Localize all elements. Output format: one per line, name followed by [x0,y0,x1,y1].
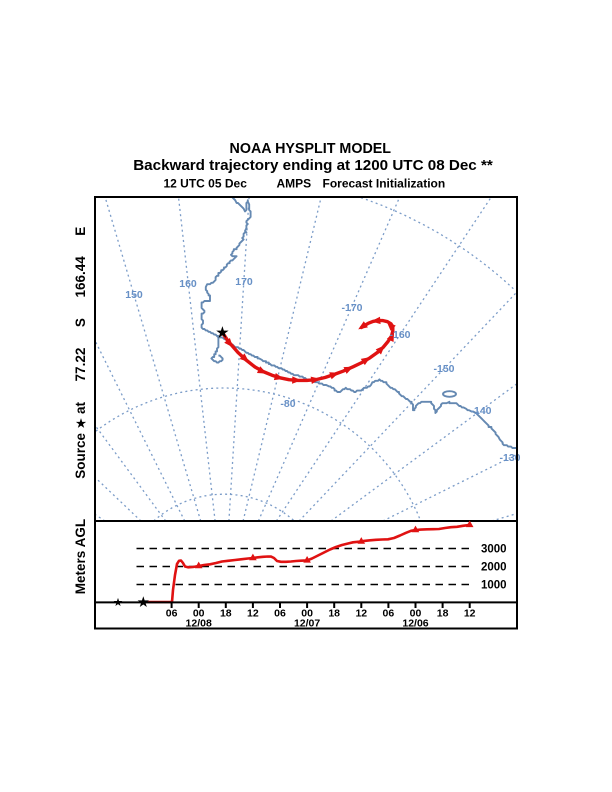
svg-text:06: 06 [383,608,395,620]
svg-text:12/07: 12/07 [294,618,320,630]
svg-text:-80: -80 [280,398,295,410]
svg-text:18: 18 [220,608,232,620]
svg-text:150: 150 [125,289,143,301]
svg-text:at 77.22 S 166.44 E: at 77.22 S 166.44 E [73,227,88,414]
svg-text:-170: -170 [341,302,362,314]
svg-text:12/06: 12/06 [402,618,428,630]
svg-text:2000: 2000 [481,562,507,574]
svg-text:06: 06 [166,608,178,620]
svg-text:AMPS: AMPS [277,176,312,190]
svg-text:12 UTC 05 Dec: 12 UTC 05 Dec [164,176,248,190]
svg-text:160: 160 [179,278,197,290]
svg-text:00: 00 [410,608,422,620]
svg-text:00: 00 [301,608,313,620]
svg-text:3000: 3000 [481,544,507,556]
svg-text:12/08: 12/08 [186,618,212,630]
svg-text:-140: -140 [470,405,491,417]
svg-text:Meters AGL: Meters AGL [73,519,88,594]
svg-text:-160: -160 [389,329,410,341]
svg-text:1000: 1000 [481,580,507,592]
svg-text:Backward trajectory ending at: Backward trajectory ending at 1200 UTC 0… [133,157,493,174]
svg-text:12: 12 [464,608,476,620]
svg-text:Forecast Initialization: Forecast Initialization [323,176,446,190]
svg-text:-150: -150 [433,363,454,375]
svg-text:12: 12 [355,608,367,620]
svg-text:170: 170 [235,276,253,288]
svg-text:06: 06 [274,608,286,620]
svg-text:NOAA HYSPLIT MODEL: NOAA HYSPLIT MODEL [230,141,392,157]
svg-text:-130: -130 [499,452,520,464]
svg-text:00: 00 [193,608,205,620]
svg-text:18: 18 [437,608,449,620]
svg-text:Source: Source [73,433,88,479]
svg-text:12: 12 [247,608,259,620]
svg-text:18: 18 [328,608,340,620]
